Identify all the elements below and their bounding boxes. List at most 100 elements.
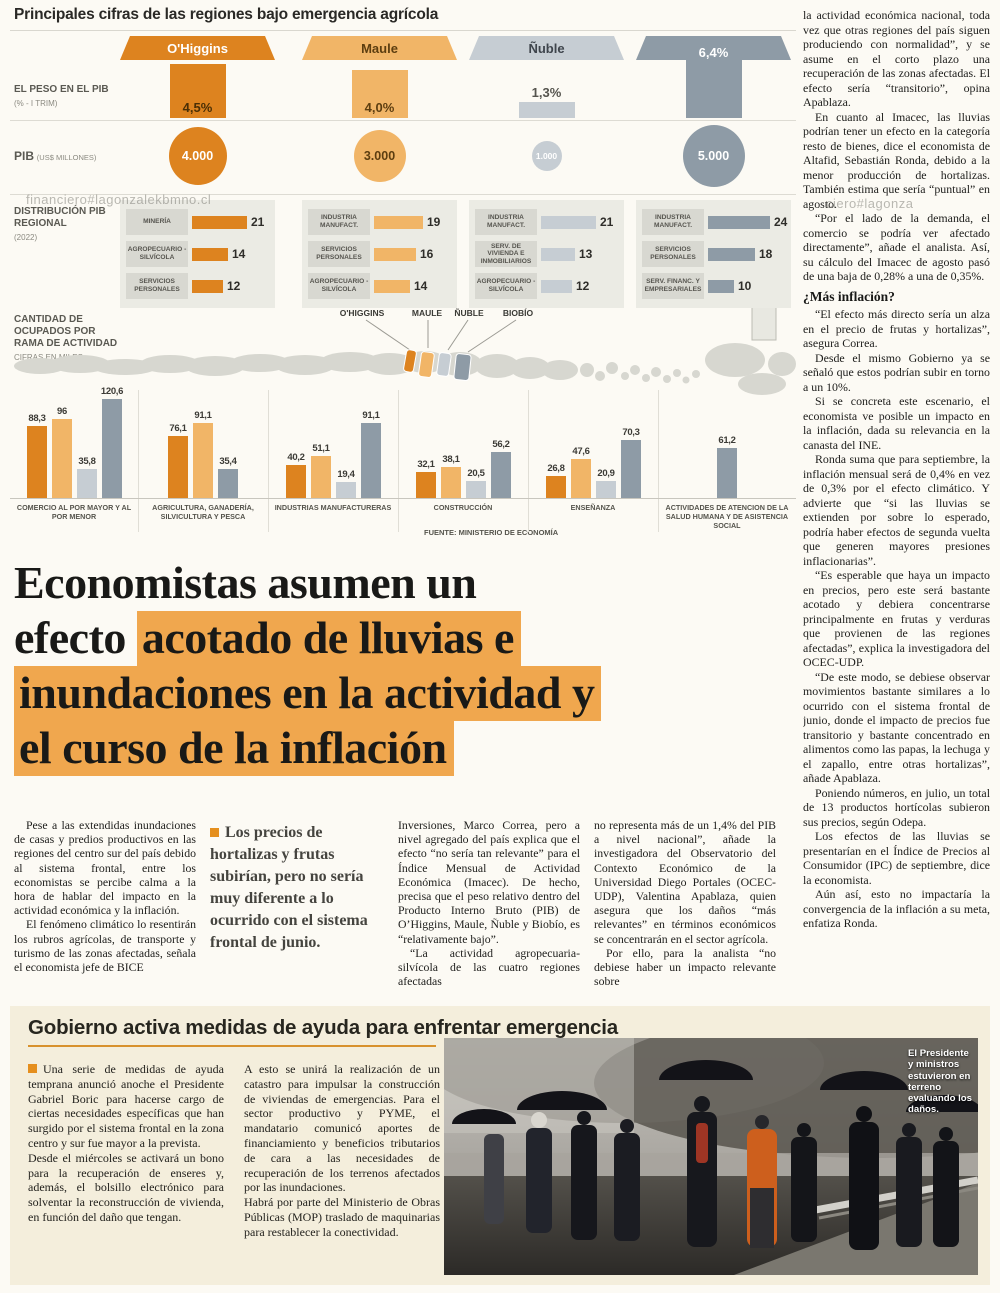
- employment-category-label: COMERCIO AL POR MAYOR Y AL POR MENOR: [16, 503, 132, 521]
- paragraph: “De este modo, se debiese observar movim…: [803, 669, 990, 786]
- distribution-value: 14: [414, 279, 428, 293]
- pib-circle-ohiggins: 4.000: [168, 127, 227, 185]
- article-column: no representa más de un 1,4% del PIB a n…: [594, 818, 776, 1006]
- distribution-row: MINERÍA 21: [126, 208, 269, 236]
- distribution-value: 13: [579, 247, 593, 261]
- headline-text: Economistas asumen un: [14, 557, 477, 608]
- headline: Economistas asumen un efecto acotado de l…: [14, 556, 792, 776]
- employment-bar-biobio: [361, 423, 381, 498]
- separator-line: [10, 194, 796, 195]
- employment-bar-value: 26,8: [547, 463, 565, 474]
- distribution-value: 16: [420, 247, 434, 261]
- paragraph: Por ello, para la analista “no debiese h…: [594, 945, 776, 989]
- employment-category-label: CONSTRUCCIÓN: [433, 503, 493, 512]
- map-connector-lines: [365, 319, 517, 353]
- paragraph: la actividad económica nacional, toda ve…: [803, 8, 990, 109]
- chart-baseline: [10, 498, 796, 499]
- aid-photo-illustration: [444, 1038, 978, 1275]
- article-body: Pese a las extendidas inundaciones de ca…: [0, 818, 1000, 1008]
- aid-photo: El Presidente y ministros estuvieron en …: [444, 1038, 978, 1275]
- paragraph: Aún así, esto no impactaría la convergen…: [803, 887, 990, 930]
- paragraph: Desde el miércoles se activará un bono p…: [28, 1151, 224, 1225]
- employment-bar-maule: [193, 423, 213, 498]
- paragraph: Inversiones, Marco Correa, pero a nivel …: [398, 818, 580, 946]
- distribution-row: INDUSTRIA MANUFACT. 19: [308, 208, 451, 236]
- paragraph: Poniendo números, en julio, un total de …: [803, 785, 990, 829]
- bullet-square-icon: [28, 1064, 37, 1073]
- paragraph: Habrá por parte del Ministerio de Obras …: [244, 1195, 440, 1239]
- employment-bar-value: 20,9: [597, 468, 615, 479]
- distribution-sector-label: SERV. FINANC. Y EMPRESARIALES: [642, 273, 704, 299]
- separator-line: [10, 30, 796, 31]
- map-inset: [751, 305, 777, 341]
- row-label-text: DISTRIBUCIÓN PIB REGIONAL: [14, 206, 106, 229]
- headline-line: efecto acotado de lluvias e: [14, 611, 792, 666]
- distribution-row: SERVICIOS PERSONALES 16: [308, 240, 451, 268]
- headline-line: inundaciones en la actividad y: [14, 666, 792, 721]
- employment-bar-value: 35,8: [78, 456, 96, 467]
- pib-weight-value: 4,5%: [182, 100, 213, 115]
- distribution-value: 21: [600, 215, 614, 229]
- distribution-bar: [708, 247, 755, 261]
- paragraph-text: A esto se unirá la realización de un cat…: [244, 1062, 440, 1195]
- map-region-shapes: [403, 349, 472, 381]
- row-label-distribution: DISTRIBUCIÓN PIB REGIONAL (2022): [14, 206, 116, 244]
- pib-weight-value: 6,4%: [698, 45, 729, 60]
- paragraph: no representa más de un 1,4% del PIB a n…: [594, 818, 776, 946]
- pib-circle-nuble: 1.000: [531, 141, 562, 171]
- chart-group-separator: [398, 390, 399, 532]
- employment-category-label: INDUSTRIAS MANUFACTURERAS: [274, 503, 392, 512]
- distribution-bar: [192, 215, 247, 229]
- employment-bar-ohiggins: [168, 436, 188, 498]
- map-label-nuble: ÑUBLE: [454, 308, 484, 318]
- paragraph-text: Desde el miércoles se activará un bono p…: [28, 1150, 224, 1224]
- bullet-square-icon: [210, 828, 219, 837]
- map-label-ohiggins: O'HIGGINS: [340, 308, 385, 318]
- watermark-text: financiero#lagonzalekbmno.cl: [26, 192, 212, 207]
- employment-bar-maule: [441, 467, 461, 498]
- right-article-column: la actividad económica nacional, toda ve…: [803, 8, 990, 990]
- employment-bar-value: 47,6: [572, 446, 590, 457]
- headline-highlight: inundaciones en la actividad y: [14, 666, 602, 721]
- paragraph: “La actividad agropecuaria-silvícola de …: [398, 945, 580, 989]
- distribution-sector-label: AGROPECUARIO -SILVÍCOLA: [475, 273, 537, 299]
- employment-bar-value: 91,1: [362, 410, 380, 421]
- pib-weight-bar-biobio: 6,4%: [685, 41, 742, 118]
- row-label-employment: CANTIDAD DE OCUPADOS POR RAMA DE ACTIVID…: [14, 314, 126, 364]
- distribution-bar: [192, 279, 223, 293]
- employment-bar-value: 56,2: [492, 439, 510, 450]
- distribution-bar: [541, 215, 596, 229]
- infographic-title: Principales cifras de las regiones bajo …: [14, 6, 439, 23]
- map-label-maule: MAULE: [412, 308, 443, 318]
- article-column: Pese a las extendidas inundaciones de ca…: [14, 818, 196, 1006]
- map-landmass: [14, 343, 796, 395]
- employment-bar-maule: [311, 456, 331, 498]
- employment-bar-value: 76,1: [169, 423, 187, 434]
- section-subhead: ¿Más inflación?: [803, 288, 895, 304]
- employment-bar-nuble: [596, 481, 616, 498]
- headline-line: Economistas asumen un: [14, 556, 792, 610]
- distribution-bar: [374, 215, 423, 229]
- pib-circle-maule: 3.000: [353, 130, 406, 182]
- employment-bar-biobio: [491, 452, 511, 498]
- aid-column: A esto se unirá la realización de un cat…: [244, 1062, 440, 1278]
- distribution-value: 19: [427, 215, 441, 229]
- headline-line: el curso de la inflación: [14, 721, 792, 776]
- distribution-row: INDUSTRIA MANUFACT. 21: [475, 208, 618, 236]
- distribution-value: 10: [738, 279, 752, 293]
- paragraph: A esto se unirá la realización de un cat…: [244, 1062, 440, 1195]
- employment-bar-ohiggins: [546, 476, 566, 498]
- distribution-sector-label: INDUSTRIA MANUFACT.: [308, 209, 370, 235]
- pib-weight-bar-nuble: 1,3%: [518, 85, 575, 118]
- distribution-sector-label: SERVICIOS PERSONALES: [308, 241, 370, 267]
- employment-bar-nuble: [466, 481, 486, 498]
- distribution-sector-label: SERVICIOS PERSONALES: [126, 273, 188, 299]
- employment-bar-nuble: [336, 482, 356, 498]
- employment-bar-value: 35,4: [219, 456, 237, 467]
- pull-quote-text: Los precios de hortalizas y frutas subir…: [210, 824, 368, 951]
- distribution-bar: [192, 247, 228, 261]
- row-label-text: CANTIDAD DE OCUPADOS POR RAMA DE ACTIVID…: [14, 314, 118, 349]
- paragraph: Desde el mismo Gobierno ya se señaló que…: [803, 350, 990, 394]
- region-header-maule: Maule: [302, 36, 457, 60]
- pib-circle-biobio: 5.000: [682, 125, 745, 187]
